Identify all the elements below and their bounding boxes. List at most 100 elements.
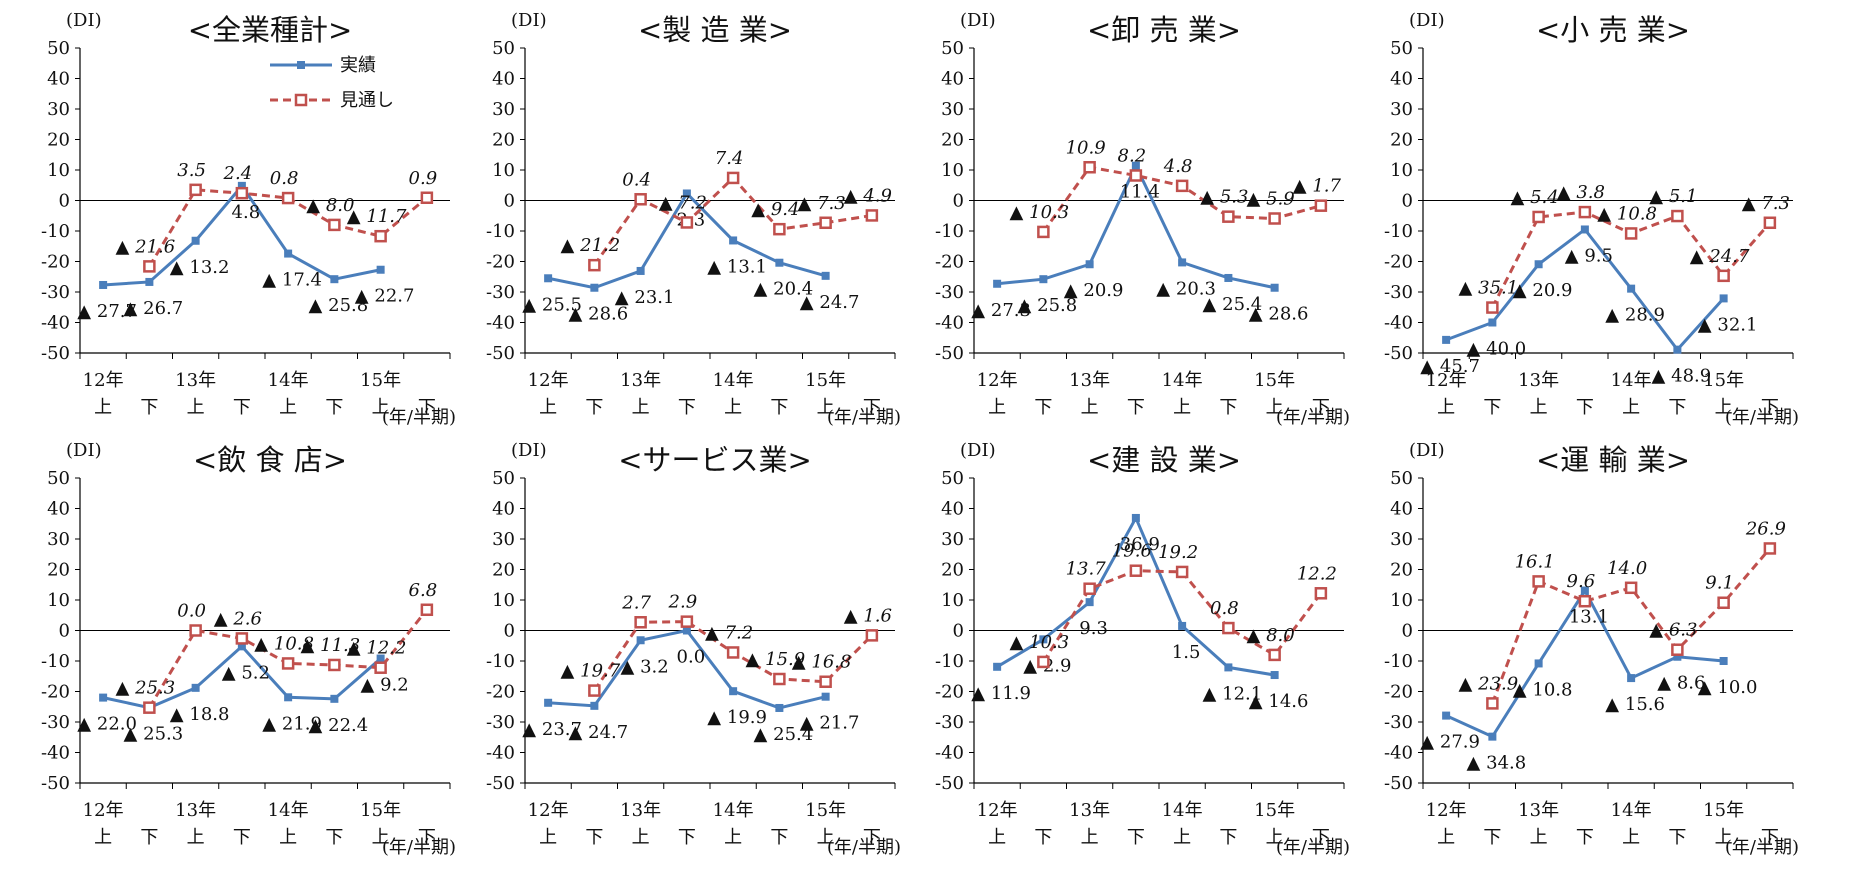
y-tick-label: -30 xyxy=(486,282,515,303)
actual-point xyxy=(636,266,645,275)
y-tick-label: 20 xyxy=(492,560,515,581)
y-axis-unit: (DI) xyxy=(511,440,547,461)
forecast-point xyxy=(1671,643,1684,656)
actual-data-label: ▲ 27.3 xyxy=(971,300,1031,321)
x-year-label: 14年 xyxy=(713,800,754,821)
forecast-point xyxy=(726,171,740,185)
legend-forecast-marker xyxy=(294,93,308,107)
chart-panel: <小 売 業> (DI) -50 -40 -30 -20 -10 0 10 20 30 40 50 12年… xyxy=(1384,10,1799,428)
forecast-data-label: ▲ 9.4 xyxy=(751,199,799,220)
forecast-data-label: 19.2 xyxy=(1158,542,1198,563)
y-tick-label: -40 xyxy=(935,313,964,334)
y-tick-label: -30 xyxy=(41,712,70,733)
actual-point xyxy=(99,693,108,702)
forecast-data-label: ▲ 5.4 xyxy=(1511,187,1559,208)
x-year-label: 15年 xyxy=(1254,800,1295,821)
x-half-label: 下 xyxy=(233,397,251,418)
forecast-point xyxy=(1763,216,1777,230)
forecast-point xyxy=(680,216,694,229)
y-tick-label: 40 xyxy=(1390,499,1413,520)
forecast-data-label: ▲ 5.9 xyxy=(1247,188,1295,209)
x-half-label: 上 xyxy=(988,827,1006,848)
x-year-label: 15年 xyxy=(805,370,846,391)
forecast-data-label: 19.6 xyxy=(1112,541,1152,562)
forecast-data-label: 0.8 xyxy=(1210,598,1239,619)
actual-point xyxy=(1719,294,1728,303)
forecast-data-label: ▲ 23.9 xyxy=(1459,673,1519,694)
forecast-data-label: ▲ 6.3 xyxy=(1649,620,1697,641)
x-axis-unit: (年/半期) xyxy=(827,837,901,858)
x-half-label: 下 xyxy=(1483,827,1501,848)
y-tick-label: -10 xyxy=(41,651,70,672)
actual-data-label: ▲ 18.8 xyxy=(170,704,230,725)
actual-data-label: 4.8 xyxy=(232,202,261,223)
y-tick-label: 50 xyxy=(1390,468,1413,489)
actual-data-label: ▲ 48.9 xyxy=(1652,366,1712,387)
y-tick-label: 10 xyxy=(492,160,515,181)
forecast-data-label: 16.1 xyxy=(1515,551,1555,572)
forecast-point xyxy=(1486,697,1499,710)
forecast-point xyxy=(1532,210,1545,224)
forecast-point xyxy=(1532,575,1545,588)
forecast-data-label: 2.4 xyxy=(223,163,253,184)
y-tick-label: 30 xyxy=(47,99,70,120)
forecast-data-label: ▲ 24.7 xyxy=(1690,246,1750,267)
forecast-data-label: ▲ 5.1 xyxy=(1649,186,1697,207)
actual-data-label: ▲ 12.1 xyxy=(1203,683,1263,704)
chart-title: <サービス業> xyxy=(618,443,812,477)
y-tick-label: 0 xyxy=(953,621,964,642)
actual-data-label: ▲ 23.7 xyxy=(522,719,582,740)
forecast-point xyxy=(1222,210,1235,223)
y-tick-label: 30 xyxy=(492,529,515,550)
y-tick-label: 30 xyxy=(492,99,515,120)
forecast-data-label: ▲ 1.6 xyxy=(844,605,892,626)
forecast-point xyxy=(819,216,832,230)
y-tick-label: 40 xyxy=(941,499,964,520)
x-half-label: 上 xyxy=(539,397,557,418)
forecast-data-label: 14.0 xyxy=(1607,558,1647,579)
actual-point xyxy=(636,636,645,645)
forecast-point xyxy=(189,183,202,197)
y-tick-label: 50 xyxy=(492,38,515,59)
actual-point xyxy=(237,181,246,190)
forecast-point xyxy=(865,629,879,642)
actual-point xyxy=(1673,345,1682,354)
y-tick-label: 30 xyxy=(941,529,964,550)
y-tick-label: 0 xyxy=(1402,191,1413,212)
x-half-label: 下 xyxy=(325,827,343,848)
chart-title: <全業種計> xyxy=(188,13,353,47)
actual-point xyxy=(993,279,1002,288)
actual-point xyxy=(775,703,784,712)
chart-panel: <運 輸 業> (DI) -50 -40 -30 -20 -10 0 10 20 30 40 50 12年… xyxy=(1384,440,1799,858)
forecast-point xyxy=(1578,205,1592,219)
actual-data-label: ▲ 25.3 xyxy=(124,724,184,745)
y-tick-label: -10 xyxy=(486,651,515,672)
x-half-label: 上 xyxy=(372,397,390,418)
y-tick-label: 30 xyxy=(1390,529,1413,550)
x-half-label: 下 xyxy=(1576,827,1594,848)
actual-data-label: 9.3 xyxy=(1079,618,1108,639)
x-half-label: 下 xyxy=(1668,397,1686,418)
forecast-point xyxy=(865,209,879,222)
actual-point xyxy=(1131,161,1140,170)
forecast-point xyxy=(420,603,434,617)
forecast-point xyxy=(374,229,387,243)
x-half-label: 下 xyxy=(678,827,696,848)
chart-panel: <卸 売 業> (DI) -50 -40 -30 -20 -10 0 10 20 30 40 50 12年… xyxy=(935,10,1350,428)
forecast-data-label: 0.4 xyxy=(622,169,651,190)
x-axis-unit: (年/半期) xyxy=(1276,407,1350,428)
y-tick-label: 50 xyxy=(1390,38,1413,59)
y-tick-label: 10 xyxy=(1390,160,1413,181)
y-tick-label: -50 xyxy=(1384,773,1413,794)
actual-point xyxy=(1673,652,1682,661)
forecast-data-label: 0.9 xyxy=(409,168,438,189)
forecast-point xyxy=(235,186,249,200)
y-tick-label: 50 xyxy=(941,38,964,59)
forecast-point xyxy=(1486,301,1499,314)
x-half-label: 下 xyxy=(863,397,881,418)
y-tick-label: -20 xyxy=(41,682,70,703)
x-half-label: 下 xyxy=(1127,827,1145,848)
forecast-point xyxy=(1083,582,1096,595)
y-tick-label: -40 xyxy=(1384,743,1413,764)
actual-point xyxy=(145,277,154,286)
